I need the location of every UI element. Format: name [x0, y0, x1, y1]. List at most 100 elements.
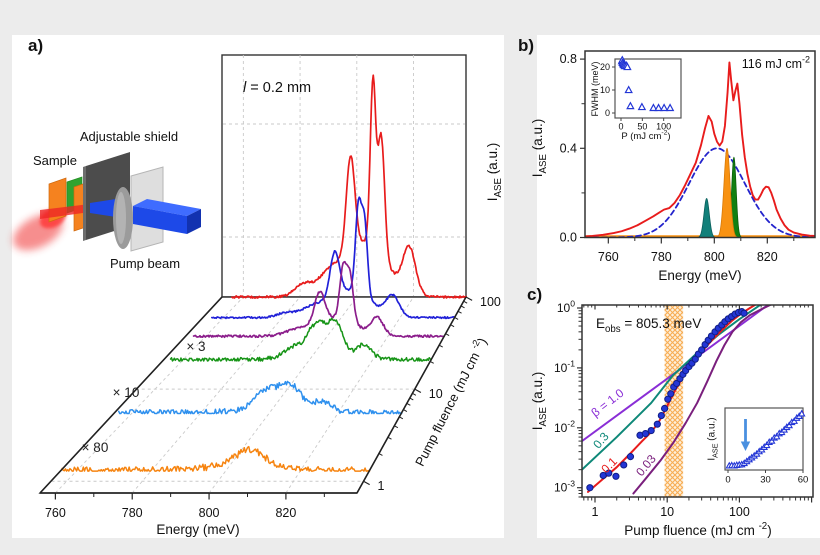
linear-inset: 0 30 60 IASE (a.u.) [707, 407, 808, 486]
tspan: 10 [554, 481, 568, 495]
tspan: Energy (meV) [658, 268, 741, 283]
tspan: 0 [570, 299, 575, 309]
z-minor-tick [387, 436, 392, 440]
tspan: 10 [660, 505, 674, 519]
inset-x-tick-label: 0 [618, 122, 623, 132]
beta-line-0.03 [632, 305, 773, 495]
z-minor-tick [445, 333, 450, 337]
data-point-circle [657, 411, 665, 420]
ase-data-points [586, 308, 748, 492]
data-point-circle [664, 395, 672, 403]
tspan: 30 [760, 475, 771, 486]
gaussian-envelope [585, 147, 815, 238]
lens-highlight [116, 192, 126, 244]
iase-axis-label: IASE (a.u.) [530, 372, 549, 430]
back-wall [221, 54, 467, 298]
inset-x-tick-label: 50 [637, 122, 647, 132]
data-point-circle [641, 430, 650, 438]
tspan: 760 [45, 506, 66, 520]
plot-frame [584, 50, 816, 239]
scale-multiplier-label: × 80 [82, 440, 109, 455]
pump-beam-label: Pump beam [110, 256, 180, 271]
tspan: 0 [605, 108, 610, 118]
data-point-circle [691, 355, 699, 363]
inset-x-tick-label: 0 [725, 475, 730, 486]
tspan: 10 [554, 361, 568, 375]
tspan: = 805.3 meV [621, 316, 702, 331]
z-minor-tick [460, 305, 465, 309]
beta-line-0.3 [582, 305, 762, 471]
shield-edge [83, 166, 86, 241]
tspan: × 3 [186, 339, 205, 354]
tspan: 820 [275, 506, 296, 520]
data-point-circle [653, 420, 661, 428]
red-emission-beam [40, 204, 90, 219]
inset-x-tick-label: 100 [656, 122, 671, 132]
z-minor-tick [399, 416, 404, 420]
tspan: 0.4 [560, 141, 577, 155]
y-tick-label: 0.0 [560, 231, 577, 245]
data-point-triangle [649, 103, 658, 112]
data-point-circle [605, 469, 613, 477]
inset-y-tick-label: 20 [600, 62, 610, 72]
tspan: 1 [592, 505, 599, 519]
pump-beam-box-top [133, 199, 201, 216]
z-tick [465, 296, 473, 301]
data-point-triangle [797, 409, 806, 417]
p-axis-label: P (mJ cm-2) [621, 130, 670, 142]
x-tick-label: 10 [660, 505, 674, 519]
z-tick-label: 100 [480, 295, 501, 309]
tspan: (a.u.) [707, 417, 718, 443]
y-tick-label: 10-3 [554, 478, 575, 494]
shield-label: Adjustable shield [80, 129, 178, 144]
tspan: 820 [757, 250, 778, 264]
inset-y-tick-label: 0 [605, 108, 610, 118]
y-tick-label: 10-2 [554, 418, 575, 434]
x-tick-label: 800 [199, 506, 220, 520]
data-point-circle [673, 379, 681, 388]
x-tick-label: 760 [45, 506, 66, 520]
data-point-circle [612, 472, 620, 480]
tspan: × 80 [82, 440, 109, 455]
sample-label: Sample [33, 153, 77, 168]
spectrum-x10 [117, 380, 403, 415]
scale-multiplier-label: × 10 [113, 385, 140, 400]
floor-gridline [285, 296, 414, 494]
tspan: obs [605, 324, 621, 335]
z-minor-tick [409, 397, 414, 401]
mode-teal [690, 198, 723, 238]
beta-label: 0.03 [633, 452, 659, 479]
tspan: 0.03 [633, 452, 659, 479]
tspan: I [530, 426, 545, 430]
x-tick-label: 820 [275, 506, 296, 520]
panel-a-label: a) [28, 36, 44, 55]
panel-b-spectrum: 760 780 800 820 0.0 0.4 0.8 Energy (meV) IASE (a… [530, 50, 816, 283]
inset-iase-axis-label: IASE (a.u.) [707, 417, 720, 460]
tspan: ASE [710, 443, 719, 458]
x-tick-label: 760 [598, 250, 619, 264]
energy-axis-label: Energy (meV) [156, 522, 239, 537]
z-minor-tick [394, 425, 399, 429]
panel-c-label: c) [527, 285, 543, 304]
tspan: I [707, 458, 718, 461]
tspan: 100 [480, 295, 501, 309]
threshold-arrow-icon [740, 441, 751, 451]
z-minor-tick [450, 324, 455, 328]
z-tick-label: 1 [378, 479, 385, 493]
x-tick-label: 800 [704, 250, 725, 264]
tspan: ASE [538, 154, 549, 174]
tspan: -2 [661, 130, 667, 137]
data-point-triangle [659, 103, 669, 112]
y-tick-label: 100 [557, 299, 575, 315]
x-tick-label: 1 [592, 505, 599, 519]
iase-axis-label: IASE (a.u.) [485, 143, 504, 201]
z-minor-tick [378, 453, 383, 456]
scale-multiplier-label: × 3 [186, 339, 205, 354]
beta-label: β = 1.0 [589, 386, 627, 420]
plot-frame [581, 304, 814, 498]
tspan: × 10 [113, 385, 140, 400]
z-minor-tick [406, 402, 411, 406]
fluence-annotation: 116 mJ cm-2 [742, 54, 810, 71]
